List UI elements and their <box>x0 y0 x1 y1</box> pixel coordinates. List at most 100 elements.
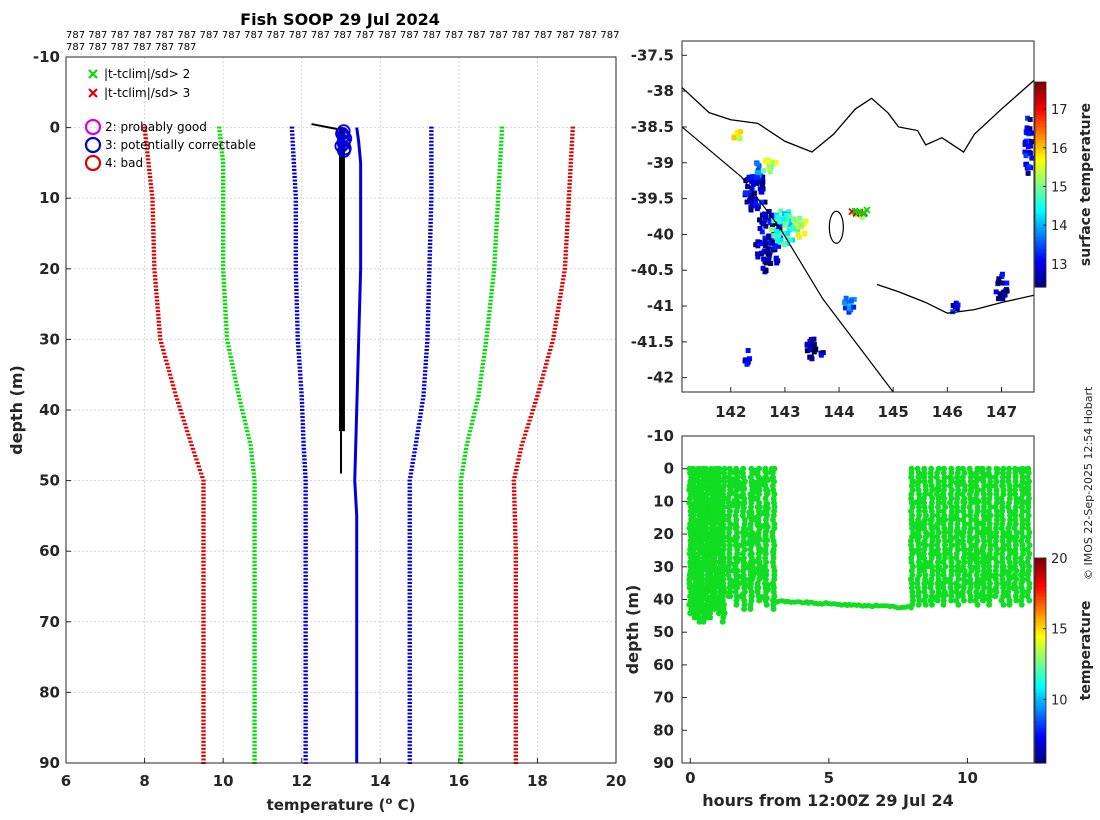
profile-ytick-label: 70 <box>39 613 60 631</box>
profile-series-marker <box>303 497 308 500</box>
cast-point <box>1007 516 1014 523</box>
track-flag-marker <box>863 206 871 214</box>
map-colorbar-step <box>1035 238 1046 243</box>
profile-series-marker <box>151 250 157 253</box>
profile-series-marker <box>513 726 519 729</box>
profile-series-marker <box>482 352 487 355</box>
profile-series-marker <box>553 324 558 327</box>
profile-series-marker <box>293 214 299 217</box>
profile-series-marker <box>429 183 434 186</box>
cast-point <box>927 581 934 588</box>
cast-point <box>909 593 916 600</box>
profile-series-marker <box>223 317 229 320</box>
profile-series-marker <box>407 649 412 652</box>
profile-series-marker <box>303 758 308 761</box>
profile-series-marker <box>512 497 517 500</box>
cast-point <box>927 562 934 569</box>
profile-series-marker <box>458 578 464 581</box>
cast-point <box>986 563 993 570</box>
cast-point <box>1012 546 1019 553</box>
profile-series-marker <box>201 624 206 627</box>
profile-series-marker <box>458 500 464 503</box>
profile-series-marker <box>535 394 540 397</box>
profile-series-marker <box>564 228 570 231</box>
sst-pixel <box>803 218 809 224</box>
profile-series-marker <box>201 687 206 690</box>
cast-point <box>1019 516 1026 523</box>
profile-series-marker <box>296 356 302 359</box>
profile-series-marker <box>513 536 518 539</box>
profile-series-marker <box>407 617 412 620</box>
profile-series-marker <box>512 507 517 510</box>
profile-series-marker <box>407 627 412 630</box>
profile-series-marker <box>303 599 308 602</box>
profile-series-marker <box>422 373 428 376</box>
profile-series-marker <box>299 405 305 408</box>
profile-series-marker <box>303 649 308 652</box>
cast-point <box>760 594 767 601</box>
profile-series-marker <box>227 352 233 355</box>
cast-point <box>920 495 927 502</box>
legend-label: |t-tclim|/sd> 2 <box>104 67 190 81</box>
profile-series-marker <box>294 306 300 309</box>
sst-pixel <box>848 298 854 304</box>
profile-series-marker <box>252 652 257 655</box>
cast-point <box>687 598 694 605</box>
map-colorbar-tick-label: 13 <box>1051 258 1068 273</box>
profile-series-marker <box>513 564 519 567</box>
profile-series-marker <box>220 161 226 164</box>
profile-series-marker <box>303 553 308 556</box>
profile-series-marker <box>512 514 518 517</box>
cast-point <box>993 508 1000 515</box>
profile-series-marker <box>513 571 519 574</box>
sst-pixel <box>794 220 800 226</box>
profile-series-marker <box>429 197 434 200</box>
map-colorbar-step <box>1035 254 1046 259</box>
profile-series-marker <box>303 589 308 592</box>
profile-series-marker <box>201 511 206 514</box>
profile-series-marker <box>252 705 257 708</box>
profile-series-marker <box>159 341 164 344</box>
map-colorbar-step <box>1035 181 1046 186</box>
profile-series-marker <box>558 292 564 295</box>
sst-pixel <box>811 336 817 342</box>
profile-series-marker <box>428 225 433 228</box>
profile-series-marker <box>426 288 432 291</box>
map-xtick-label: 144 <box>823 403 854 421</box>
profile-series-marker <box>513 543 518 546</box>
profile-series-marker <box>498 158 503 161</box>
temp-colorbar-step <box>1035 759 1046 764</box>
sst-pixel <box>758 176 764 182</box>
sst-pixel <box>807 338 813 344</box>
cast-point <box>703 566 710 573</box>
profile-series-marker <box>476 391 482 394</box>
profile-series-marker <box>224 327 229 330</box>
sst-pixel <box>786 227 792 233</box>
sst-pixel <box>754 177 760 183</box>
profile-series-marker <box>232 377 238 380</box>
profile-ytick-label: 90 <box>39 754 60 772</box>
cast-point <box>992 567 999 574</box>
temp-colorbar-step <box>1035 618 1046 623</box>
cast-point <box>737 469 744 476</box>
cast-point <box>928 541 935 548</box>
cast-point <box>918 525 925 532</box>
profile-series-marker <box>252 504 257 507</box>
cast-point <box>969 555 976 562</box>
map-colorbar-step <box>1035 184 1046 189</box>
map-ytick-label: -41.5 <box>631 333 674 351</box>
profile-panel: 6 8 10 12 14 16 18 20-100102030405060708090temp… <box>7 48 626 814</box>
cast-point <box>698 580 705 587</box>
profile-series-marker <box>301 437 306 440</box>
cast-point <box>703 542 710 549</box>
profile-series-marker <box>426 310 431 313</box>
profile-series-marker <box>252 560 257 563</box>
profile-series-marker <box>220 257 226 260</box>
profile-series-marker <box>180 416 185 419</box>
profile-series-marker <box>201 652 206 655</box>
map-ytick-label: -40.5 <box>631 261 674 279</box>
profile-series-marker <box>423 370 428 373</box>
cast-point <box>716 475 723 482</box>
cast-point <box>1012 554 1019 561</box>
cast-point <box>947 520 954 527</box>
